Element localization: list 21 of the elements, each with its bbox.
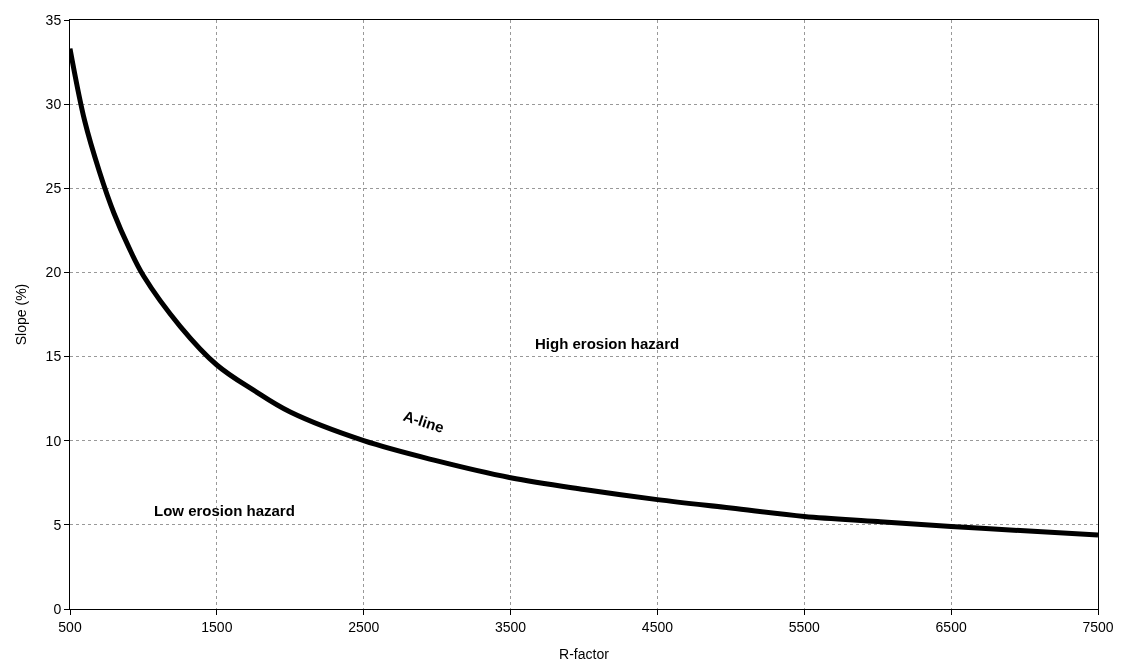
y-tick-label: 20	[45, 264, 62, 281]
x-tick-label: 2500	[348, 618, 380, 635]
annotation: High erosion hazard	[535, 335, 680, 352]
annotation: Low erosion hazard	[154, 502, 295, 519]
y-axis-title: Slope (%)	[13, 283, 30, 346]
y-tick-label: 5	[53, 516, 62, 533]
x-tick-label: 500	[58, 618, 82, 635]
x-tick-label: 7500	[1082, 618, 1114, 635]
annotation: A-line	[401, 406, 447, 436]
x-tick-label: 6500	[935, 618, 967, 635]
x-tick-label: 3500	[494, 618, 527, 635]
x-tick-label: 4500	[641, 618, 674, 635]
y-tick-label: 25	[45, 180, 62, 197]
y-tick-label: 35	[45, 11, 62, 28]
y-tick-label: 10	[45, 432, 62, 449]
y-tick-label: 15	[45, 348, 62, 365]
y-tick-label: 30	[45, 96, 62, 113]
x-axis-title: R-factor	[559, 646, 610, 663]
x-tick-label: 1500	[201, 618, 233, 635]
y-tick-label: 0	[53, 600, 62, 617]
x-tick-label: 5500	[788, 618, 821, 635]
